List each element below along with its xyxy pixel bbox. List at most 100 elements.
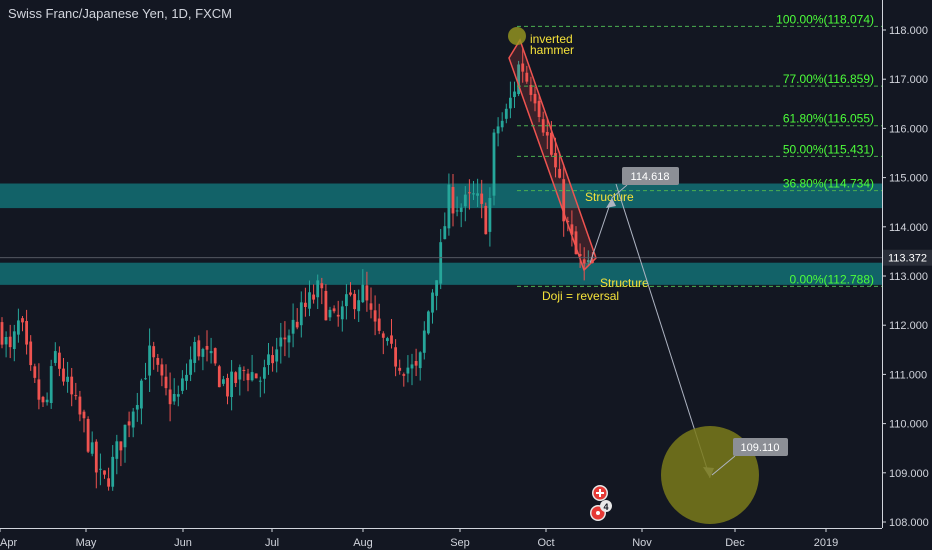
candle: [373, 310, 377, 322]
candle: [455, 210, 459, 212]
inverted-hammer-marker: [508, 27, 526, 45]
candle: [308, 292, 311, 309]
candle: [369, 303, 373, 310]
candle: [509, 97, 512, 109]
candle: [283, 337, 287, 340]
candle: [472, 193, 475, 195]
candle: [484, 205, 488, 235]
candle: [414, 361, 418, 366]
candle: [349, 292, 352, 295]
x-tick-label: Jul: [265, 537, 279, 549]
candle: [12, 331, 16, 350]
candle: [353, 293, 356, 310]
candle: [164, 376, 168, 389]
target-1-box: [622, 167, 679, 185]
candle: [377, 318, 381, 331]
y-tick-label: 115.000: [889, 173, 928, 185]
candle: [459, 207, 463, 212]
fib-label: 61.80%(116.055): [783, 112, 874, 126]
y-tick-label: 118.000: [889, 25, 928, 37]
upper-structure-zone: [0, 183, 882, 209]
candle: [439, 242, 443, 284]
x-tick-label: Dec: [725, 537, 745, 549]
candle: [53, 351, 57, 363]
fib-label: 0.00%(112.788): [789, 272, 874, 286]
structure-label-lower: Structure: [600, 276, 649, 290]
candle: [316, 280, 320, 298]
fib-label: 50.00%(115.431): [783, 142, 874, 156]
candle: [250, 372, 254, 381]
candle: [197, 340, 201, 357]
candle: [168, 389, 172, 405]
candle: [238, 367, 242, 380]
candle: [41, 396, 45, 403]
candle: [295, 321, 299, 328]
candle: [0, 322, 4, 345]
x-tick-label: Aug: [353, 537, 373, 549]
candle: [324, 290, 328, 321]
candle: [480, 193, 484, 204]
candle: [90, 442, 94, 454]
event-badge-count: 4: [603, 502, 608, 512]
candle: [422, 330, 426, 353]
candle: [115, 441, 119, 459]
candle: [4, 337, 8, 345]
candle: [312, 294, 315, 300]
candle: [131, 411, 135, 428]
candle: [365, 285, 369, 301]
y-tick-label: 113.000: [889, 271, 928, 283]
y-tick-label: 110.000: [889, 419, 928, 431]
candle: [537, 100, 541, 117]
candle: [127, 421, 131, 426]
candles: [0, 48, 594, 491]
candle: [58, 352, 61, 369]
candle: [299, 302, 303, 326]
candle: [492, 132, 496, 196]
candle: [66, 376, 69, 382]
candle: [176, 394, 180, 397]
inverted-hammer-label: inverted: [530, 32, 573, 46]
candle: [230, 371, 233, 398]
candle: [427, 311, 430, 334]
candle: [541, 119, 545, 133]
candle: [144, 378, 147, 380]
candle: [94, 441, 98, 473]
candle: [345, 294, 348, 307]
candle: [33, 366, 37, 378]
x-tick-label: Sep: [450, 537, 470, 549]
candle: [394, 347, 397, 367]
candle: [119, 441, 123, 451]
candle: [554, 153, 557, 168]
candle: [328, 309, 332, 318]
candle: [578, 254, 582, 257]
price-axis: [882, 0, 932, 550]
candle: [357, 300, 361, 312]
candle: [566, 220, 570, 223]
candle: [99, 468, 102, 470]
candle: [562, 179, 566, 222]
y-tick-label: 116.000: [889, 123, 928, 135]
candle: [332, 308, 336, 312]
candle: [517, 64, 520, 95]
x-tick-label: Jun: [174, 537, 192, 549]
candle: [226, 377, 229, 397]
event-badge: [600, 500, 612, 512]
candle: [447, 184, 451, 229]
y-tick-label: 112.000: [889, 320, 928, 332]
x-tick-label: Apr: [0, 537, 17, 549]
structure-label-upper: Structure: [585, 190, 634, 204]
y-tick-label: 108.000: [889, 517, 929, 529]
fib-label: 77.00%(116.859): [783, 72, 874, 86]
fib-label: 36.80%(114.734): [783, 177, 874, 191]
candle: [431, 292, 434, 313]
candle: [246, 373, 250, 381]
candle: [49, 366, 53, 404]
candle: [390, 335, 393, 344]
candle: [504, 108, 508, 119]
candle: [533, 93, 537, 104]
candle: [62, 368, 65, 382]
event-flag-icon: [599, 489, 601, 497]
y-tick-label: 114.000: [889, 222, 928, 234]
candle: [70, 376, 74, 395]
